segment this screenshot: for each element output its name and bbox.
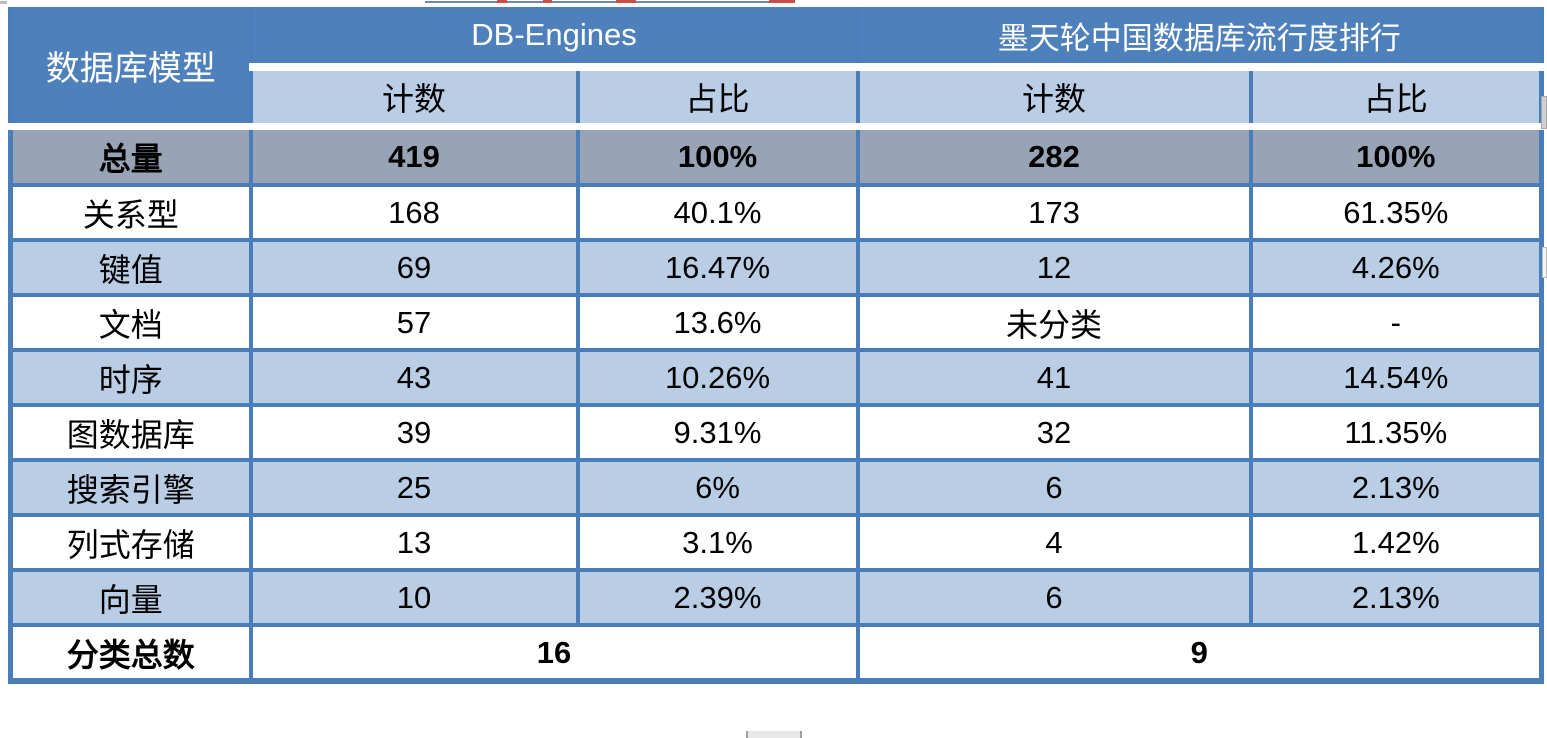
cell-motianlun-share: - [1248, 295, 1545, 352]
cell-dbengines-share: 2.39% [575, 570, 858, 627]
corner-smudge-artifact [0, 1, 7, 4]
row-label: 时序 [8, 350, 251, 407]
cell-dbengines-share: 6% [575, 460, 858, 517]
header-group-row: 数据库模型 DB-Engines 墨天轮中国数据库流行度排行 [8, 7, 1545, 123]
cell-dbengines-count: 43 [248, 350, 578, 407]
vertical-scrollbar-thumb[interactable] [1541, 96, 1547, 129]
horizontal-scrollbar-thumb[interactable] [746, 731, 802, 738]
cell-motianlun-count: 6 [855, 460, 1251, 517]
cell-motianlun-share: 2.13% [1248, 460, 1545, 517]
subheader-white-gap [10, 123, 1542, 130]
vertical-scrollbar-fragment [1542, 247, 1547, 278]
row-label: 向量 [8, 570, 251, 627]
comparison-table-wrap: 数据库模型 DB-Engines 墨天轮中国数据库流行度排行 计数 占比 计数 … [8, 7, 1545, 684]
subheader-count-motianlun: 计数 [855, 71, 1251, 123]
table-row-vector: 向量 10 2.39% 6 2.13% [8, 570, 1545, 627]
red-mark-artifact [769, 0, 795, 3]
cell-motianlun-count: 32 [855, 405, 1251, 462]
cell-dbengines-share: 13.6% [575, 295, 858, 352]
table-row-keyvalue: 键值 69 16.47% 12 4.26% [8, 240, 1545, 297]
cell-dbengines-share: 40.1% [575, 185, 858, 242]
cell-motianlun-count: 4 [855, 515, 1251, 572]
row-label: 键值 [8, 240, 251, 297]
cell-dbengines-share: 9.31% [575, 405, 858, 462]
cell-dbengines-count: 13 [248, 515, 578, 572]
red-mark-artifact [616, 0, 636, 3]
db-model-comparison-table: 数据库模型 DB-Engines 墨天轮中国数据库流行度排行 计数 占比 计数 … [8, 7, 1545, 684]
row-label: 搜索引擎 [8, 460, 251, 517]
cell-motianlun-count: 173 [855, 185, 1251, 242]
subheader-share-dbengines: 占比 [575, 71, 858, 123]
row-label: 图数据库 [8, 405, 251, 462]
cell-dbengines-category-total: 16 [248, 625, 858, 684]
cell-dbengines-count: 57 [248, 295, 578, 352]
cell-dbengines-count: 10 [248, 570, 578, 627]
cell-motianlun-count: 282 [855, 130, 1251, 187]
header-corner-label: 数据库模型 [8, 7, 251, 123]
header-white-gap [11, 63, 1542, 71]
cell-dbengines-share: 10.26% [575, 350, 858, 407]
red-mark-artifact [543, 0, 552, 3]
cell-motianlun-share: 14.54% [1248, 350, 1545, 407]
cropped-underline-artifact [425, 1, 793, 3]
cell-dbengines-share: 16.47% [575, 240, 858, 297]
table-row-document: 文档 57 13.6% 未分类 - [8, 295, 1545, 352]
cell-motianlun-share: 1.42% [1248, 515, 1545, 572]
header-group-motianlun: 墨天轮中国数据库流行度排行 [855, 7, 1545, 63]
cell-motianlun-share: 100% [1248, 130, 1545, 187]
cell-dbengines-count: 419 [248, 130, 578, 187]
table-row-search: 搜索引擎 25 6% 6 2.13% [8, 460, 1545, 517]
table-row-total: 总量 419 100% 282 100% [8, 130, 1545, 187]
table-row-graph: 图数据库 39 9.31% 32 11.35% [8, 405, 1545, 462]
cell-motianlun-count: 6 [855, 570, 1251, 627]
cell-motianlun-count: 未分类 [855, 295, 1251, 352]
subheader-row: 计数 占比 计数 占比 [11, 71, 1545, 123]
red-mark-artifact [497, 0, 507, 3]
cell-dbengines-share: 100% [575, 130, 858, 187]
row-label: 文档 [8, 295, 251, 352]
cell-motianlun-share: 2.13% [1248, 570, 1545, 627]
cell-motianlun-count: 12 [855, 240, 1251, 297]
header-group-dbengines: DB-Engines [248, 7, 858, 63]
cell-motianlun-count: 41 [855, 350, 1251, 407]
row-label: 列式存储 [8, 515, 251, 572]
table-row-relational: 关系型 168 40.1% 173 61.35% [8, 185, 1545, 242]
cell-motianlun-share: 4.26% [1248, 240, 1545, 297]
row-label: 关系型 [8, 185, 251, 242]
cell-dbengines-count: 69 [248, 240, 578, 297]
cell-motianlun-share: 61.35% [1248, 185, 1545, 242]
row-label: 分类总数 [8, 625, 251, 684]
table-row-columnar: 列式存储 13 3.1% 4 1.42% [8, 515, 1545, 572]
cell-motianlun-share: 11.35% [1248, 405, 1545, 462]
cell-motianlun-category-total: 9 [855, 625, 1545, 684]
cell-dbengines-share: 3.1% [575, 515, 858, 572]
row-label: 总量 [8, 130, 251, 187]
table-row-category-total: 分类总数 16 9 [8, 625, 1545, 684]
cell-dbengines-count: 39 [248, 405, 578, 462]
subheader-share-motianlun: 占比 [1248, 71, 1545, 123]
subheader-count-dbengines: 计数 [248, 71, 578, 123]
cell-dbengines-count: 168 [248, 185, 578, 242]
table-row-timeseries: 时序 43 10.26% 41 14.54% [8, 350, 1545, 407]
cell-dbengines-count: 25 [248, 460, 578, 517]
